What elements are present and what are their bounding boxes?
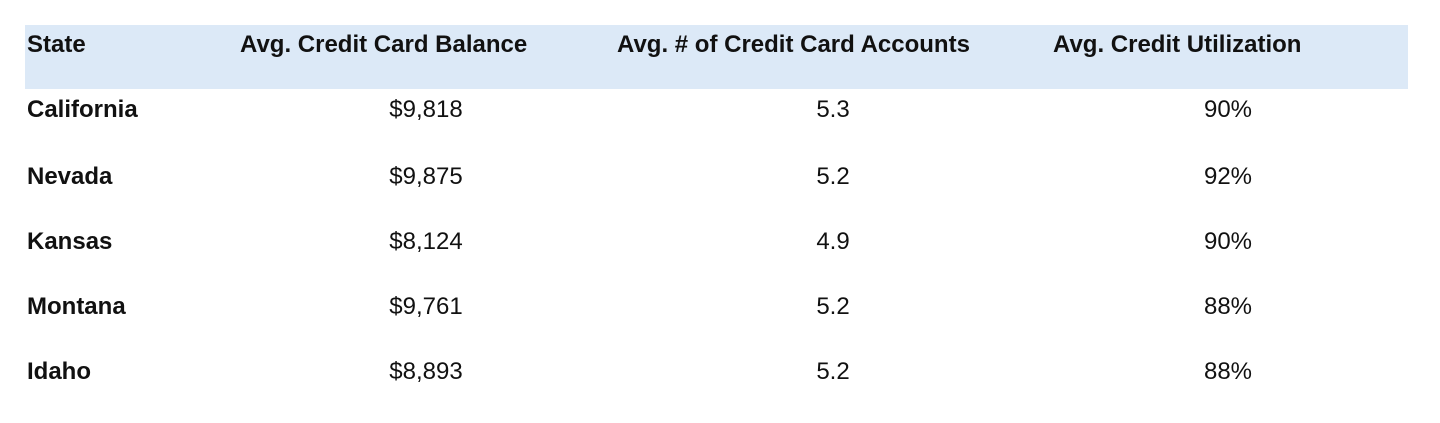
cell-value: $8,893 — [389, 358, 463, 385]
cell-value: 5.3 — [816, 96, 850, 123]
cell-value: 88% — [1203, 358, 1253, 385]
cell-value: 4.9 — [816, 228, 850, 255]
state-name: Kansas — [27, 228, 113, 255]
cell-value: $9,875 — [389, 163, 463, 190]
cell-value: $9,818 — [389, 96, 463, 123]
state-name: Nevada — [27, 163, 113, 190]
cell-value: 5.2 — [816, 163, 850, 190]
state-name: Idaho — [27, 358, 91, 385]
cell-value: 90% — [1203, 96, 1253, 123]
state-name: Montana — [27, 293, 126, 320]
cell-value: 90% — [1203, 228, 1253, 255]
cell-value: 92% — [1203, 163, 1253, 190]
cell-value: 5.2 — [816, 358, 850, 385]
state-name: California — [27, 96, 138, 123]
cell-value: $9,761 — [389, 293, 463, 320]
header-band — [25, 25, 1408, 89]
column-header: Avg. # of Credit Card Accounts — [617, 31, 970, 58]
column-header: Avg. Credit Utilization — [1053, 31, 1302, 58]
cell-value: $8,124 — [389, 228, 463, 255]
column-header: State — [27, 31, 86, 58]
cell-value: 5.2 — [816, 293, 850, 320]
column-header: Avg. Credit Card Balance — [240, 31, 528, 58]
cell-value: 88% — [1203, 293, 1253, 320]
